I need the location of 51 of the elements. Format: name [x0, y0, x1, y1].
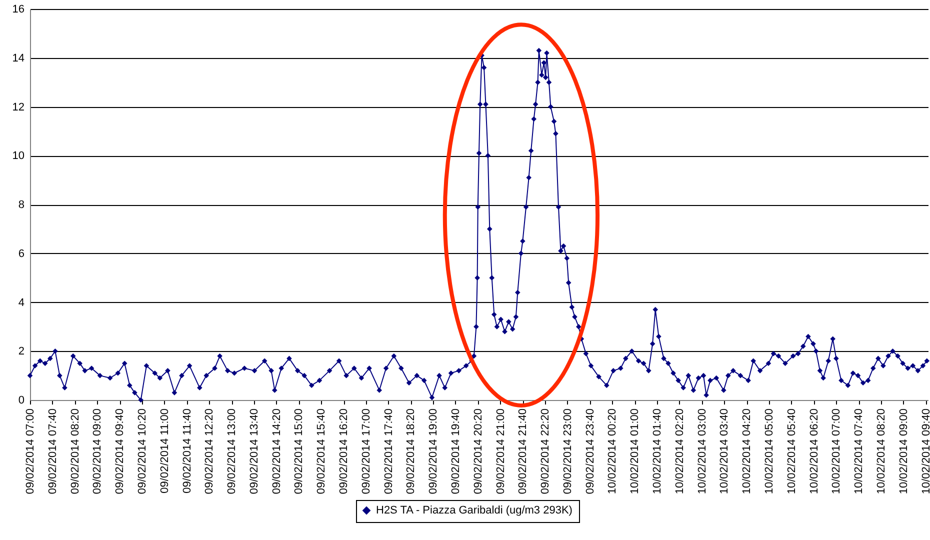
x-tick-label: 09/02/2014 18:20 — [405, 408, 418, 494]
x-tick-label: 09/02/2014 16:20 — [338, 408, 350, 494]
x-tick-label: 09/02/2014 11:00 — [158, 408, 171, 494]
x-tick-label: 09/02/2014 17:40 — [382, 408, 395, 494]
x-tick-label: 09/02/2014 08:20 — [69, 408, 82, 494]
y-tick-label: 2 — [18, 346, 24, 358]
x-tick-label: 10/02/2014 06:20 — [808, 408, 820, 494]
y-tick-label: 6 — [18, 248, 24, 260]
x-tick-label: 09/02/2014 13:40 — [248, 408, 260, 494]
x-tick-label: 10/02/2014 07:40 — [853, 408, 866, 494]
x-tick-label: 09/02/2014 22:20 — [540, 408, 552, 494]
x-tick-label: 09/02/2014 11:40 — [181, 408, 194, 494]
x-tick-label: 09/02/2014 09:00 — [92, 408, 104, 494]
x-tick-label: 09/02/2014 21:00 — [494, 408, 507, 494]
x-tick-label: 09/02/2014 21:40 — [517, 408, 530, 494]
x-tick-label: 10/02/2014 03:40 — [718, 408, 731, 494]
x-tick-label: 09/02/2014 09:40 — [114, 408, 126, 494]
y-tick-label: 0 — [18, 394, 24, 406]
x-tick-label: 09/02/2014 15:00 — [293, 408, 306, 494]
x-tick-label: 09/02/2014 10:20 — [136, 408, 148, 494]
x-tick-label: 09/02/2014 13:00 — [226, 408, 238, 494]
x-tick-label: 10/02/2014 05:40 — [786, 408, 798, 494]
x-tick-label: 09/02/2014 12:20 — [204, 408, 216, 494]
x-tick-label: 10/02/2014 03:00 — [696, 408, 708, 494]
x-tick-label: 10/02/2014 00:20 — [606, 408, 619, 494]
y-tick-label: 10 — [12, 150, 24, 162]
x-tick-label: 09/02/2014 14:20 — [270, 408, 283, 494]
legend-label: H2S TA - Piazza Garibaldi (ug/m3 293K) — [376, 504, 572, 516]
y-tick-label: 12 — [12, 101, 24, 114]
x-tick-label: 09/02/2014 19:40 — [450, 408, 462, 494]
x-tick-label: 09/02/2014 17:00 — [360, 408, 372, 494]
y-tick-label: 8 — [18, 199, 24, 211]
x-tick-label: 10/02/2014 08:20 — [875, 408, 888, 494]
x-tick-label: 10/02/2014 07:00 — [830, 408, 843, 494]
x-tick-label: 10/02/2014 09:40 — [920, 408, 930, 494]
y-tick-label: 4 — [18, 296, 24, 309]
x-tick-label: 09/02/2014 23:40 — [584, 408, 596, 494]
x-tick-label: 09/02/2014 19:00 — [428, 408, 440, 494]
x-tick-label: 10/02/2014 09:00 — [898, 408, 910, 494]
x-tick-label: 10/02/2014 05:00 — [764, 408, 776, 494]
x-tick-label: 10/02/2014 04:20 — [741, 408, 754, 494]
y-tick-label: 14 — [12, 52, 24, 64]
x-tick-label: 10/02/2014 01:40 — [652, 408, 664, 494]
x-tick-label: 09/02/2014 07:40 — [46, 408, 59, 494]
x-tick-label: 10/02/2014 02:20 — [674, 408, 686, 494]
x-tick-label: 09/02/2014 23:00 — [562, 408, 574, 494]
y-tick-label: 16 — [12, 4, 24, 16]
x-tick-label: 09/02/2014 15:40 — [316, 408, 328, 494]
x-tick-label: 09/02/2014 07:00 — [24, 408, 36, 494]
x-tick-label: 09/02/2014 20:20 — [472, 408, 484, 494]
x-tick-label: 10/02/2014 01:00 — [629, 408, 642, 494]
